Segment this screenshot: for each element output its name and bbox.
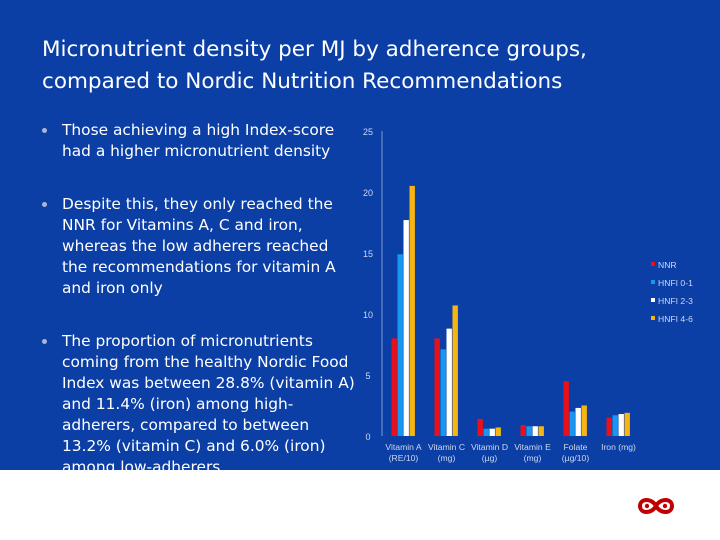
legend-label: NNR [658, 260, 677, 270]
bar-hnfi-4-6 [409, 185, 415, 436]
bar-hnfi-0-1 [440, 349, 446, 436]
x-tick-label: Folate [564, 442, 588, 452]
bar-hnfi-0-1 [569, 411, 575, 436]
x-tick-label: (mg) [438, 453, 456, 463]
bullet-item: Those achieving a high Index-score had a… [40, 120, 358, 162]
bar-hnfi-2-3 [532, 426, 538, 436]
legend-label: HNFI 4-6 [658, 314, 693, 324]
bar-nnr [520, 425, 526, 436]
bullet-item: The proportion of micronutrients coming … [40, 331, 358, 470]
bar-hnfi-0-1 [483, 428, 489, 436]
bullet-dot-icon [42, 339, 47, 344]
bar-hnfi-2-3 [575, 407, 581, 436]
bar-hnfi-4-6 [495, 427, 501, 436]
bullet-text: Those achieving a high Index-score had a… [62, 121, 335, 160]
y-tick-label: 20 [363, 188, 373, 198]
y-tick-label: 5 [365, 371, 370, 381]
bar-hnfi-2-3 [618, 414, 624, 436]
slide-title-line-1: Micronutrient density per MJ by adherenc… [42, 37, 587, 62]
bar-hnfi-0-1 [612, 415, 618, 436]
bar-nnr [391, 338, 397, 436]
x-tick-label: Iron (mg) [601, 442, 636, 452]
legend-label: HNFI 2-3 [658, 296, 693, 306]
slide-background: Micronutrient density per MJ by adherenc… [0, 0, 720, 470]
x-tick-label: Vitamin A [385, 442, 421, 452]
bar-hnfi-4-6 [452, 305, 458, 436]
bullet-item: Despite this, they only reached the NNR … [40, 194, 358, 299]
bar-hnfi-0-1 [526, 426, 532, 436]
slide-title: Micronutrient density per MJ by adherenc… [42, 34, 702, 98]
x-tick-label: (µg/10) [562, 453, 590, 463]
bar-hnfi-4-6 [624, 412, 630, 436]
bar-hnfi-2-3 [403, 220, 409, 436]
bar-nnr [606, 417, 612, 436]
y-tick-label: 15 [363, 249, 373, 259]
bullet-text: The proportion of micronutrients coming … [62, 332, 355, 470]
legend-swatch [651, 280, 655, 284]
bar-hnfi-0-1 [397, 254, 403, 436]
infinity-logo-icon [637, 498, 675, 514]
legend-swatch [651, 316, 655, 320]
bullet-list: Those achieving a high Index-score had a… [40, 120, 358, 470]
y-tick-label: 10 [363, 310, 373, 320]
bar-hnfi-4-6 [538, 426, 544, 436]
legend-label: HNFI 0-1 [658, 278, 693, 288]
legend-swatch [651, 262, 655, 266]
y-tick-label: 25 [363, 127, 373, 137]
bullet-text: Despite this, they only reached the NNR … [62, 195, 336, 297]
x-tick-label: Vitamin D [471, 442, 508, 452]
y-tick-label: 0 [365, 432, 370, 442]
legend-swatch [651, 298, 655, 302]
bar-hnfi-4-6 [581, 405, 587, 436]
bar-nnr [563, 381, 569, 436]
bar-hnfi-2-3 [446, 328, 452, 436]
bar-nnr [434, 338, 440, 436]
x-tick-label: (mg) [524, 453, 542, 463]
slide-title-line-2: compared to Nordic Nutrition Recommendat… [42, 69, 563, 94]
bar-nnr [477, 418, 483, 436]
x-tick-label: Vitamin E [514, 442, 551, 452]
bullet-dot-icon [42, 128, 47, 133]
bullet-dot-icon [42, 202, 47, 207]
x-tick-label: Vitamin C [428, 442, 465, 452]
bar-hnfi-2-3 [489, 428, 495, 436]
x-tick-label: (RE/10) [389, 453, 419, 463]
x-tick-label: (µg) [482, 453, 498, 463]
